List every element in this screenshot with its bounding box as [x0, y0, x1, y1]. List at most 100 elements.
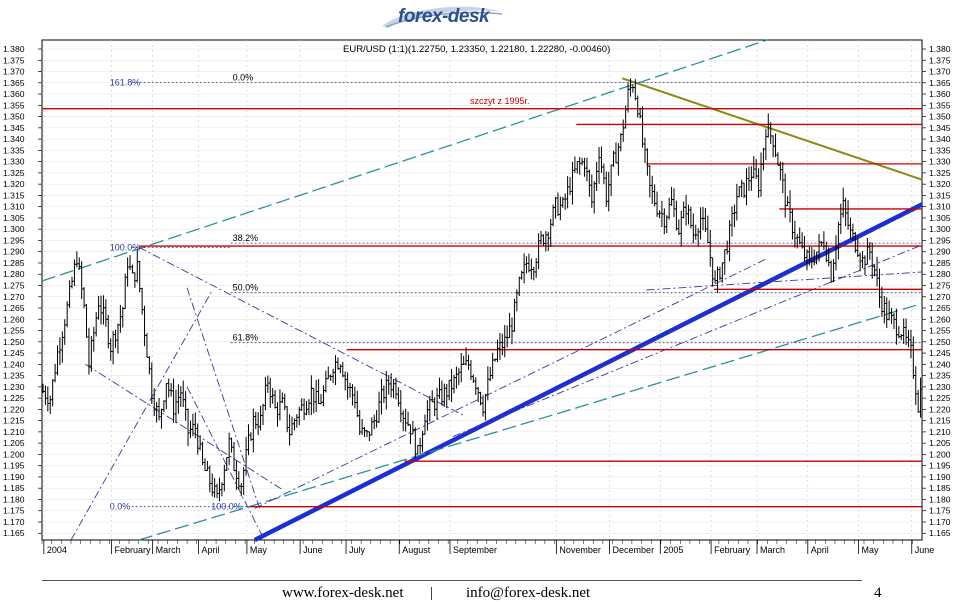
y-tick-label-right: 1.365	[929, 78, 951, 88]
y-tick-label-left: 1.240	[3, 359, 25, 369]
y-tick-label-left: 1.365	[3, 78, 25, 88]
y-tick-label-right: 1.380	[929, 44, 951, 54]
y-tick-label-right: 1.195	[929, 461, 951, 471]
y-tick-label-left: 1.370	[3, 67, 25, 77]
y-tick-label-right: 1.165	[929, 528, 951, 538]
y-tick-label-left: 1.325	[3, 168, 25, 178]
y-tick-label-left: 1.180	[3, 494, 25, 504]
y-tick-label-right: 1.320	[929, 179, 951, 189]
x-tick-label: March	[760, 545, 785, 555]
footer-website-link[interactable]: www.forex-desk.net	[282, 585, 404, 601]
y-tick-label-left: 1.210	[3, 427, 25, 437]
fan-line	[186, 287, 261, 509]
y-tick-label-left: 1.185	[3, 483, 25, 493]
y-tick-label-right: 1.295	[929, 235, 951, 245]
fan-line	[646, 271, 923, 291]
y-tick-label-right: 1.180	[929, 494, 951, 504]
y-tick-label-right: 1.215	[929, 416, 951, 426]
y-tick-label-left: 1.345	[3, 123, 25, 133]
y-tick-label-left: 1.350	[3, 112, 25, 122]
y-tick-label-left: 1.355	[3, 100, 25, 110]
y-tick-label-left: 1.340	[3, 134, 25, 144]
footer-separator: |	[430, 585, 434, 601]
y-tick-label-right: 1.270	[929, 292, 951, 302]
footer-email-link[interactable]: info@forex-desk.net	[466, 585, 591, 601]
y-tick-label-right: 1.290	[929, 247, 951, 257]
x-tick-label: April	[811, 545, 829, 555]
x-tick-label: June	[915, 545, 935, 555]
y-tick-label-right: 1.210	[929, 427, 951, 437]
x-tick-label: March	[156, 545, 181, 555]
fib-level-label: 61.8%	[233, 333, 259, 343]
y-tick-label-right: 1.255	[929, 326, 951, 336]
y-tick-label-left: 1.280	[3, 269, 25, 279]
y-tick-label-left: 1.260	[3, 314, 25, 324]
footer-rule	[42, 580, 862, 581]
y-tick-label-right: 1.275	[929, 280, 951, 290]
x-tick-label: December	[613, 545, 655, 555]
y-tick-label-left: 1.215	[3, 416, 25, 426]
plot-frame	[41, 39, 923, 541]
fib-level-label: 38.2%	[233, 233, 259, 243]
chart-title: EUR/USD (1:1)(1.22750, 1.23350, 1.22180,…	[343, 44, 610, 55]
y-tick-label-left: 1.265	[3, 303, 25, 313]
trendline-resistance-olive	[621, 77, 923, 181]
y-tick-label-left: 1.285	[3, 258, 25, 268]
y-tick-label-right: 1.260	[929, 314, 951, 324]
fan-line	[186, 386, 265, 541]
fan-line	[525, 206, 923, 406]
y-tick-label-left: 1.270	[3, 292, 25, 302]
y-tick-label-right: 1.205	[929, 438, 951, 448]
y-tick-label-right: 1.355	[929, 100, 951, 110]
y-tick-label-right: 1.330	[929, 157, 951, 167]
y-tick-label-left: 1.330	[3, 157, 25, 167]
fib-left-label: 100.0%	[211, 502, 242, 512]
fib-left-label: 161.8%	[110, 77, 141, 87]
y-tick-label-right: 1.245	[929, 348, 951, 358]
x-tick-label: July	[349, 545, 366, 555]
x-tick-label: September	[453, 545, 497, 555]
fan-line	[138, 246, 466, 417]
y-tick-label-right: 1.340	[929, 134, 951, 144]
fib-level-label: 50.0%	[233, 283, 259, 293]
y-tick-label-right: 1.325	[929, 168, 951, 178]
page-number: 4	[874, 585, 882, 601]
y-tick-label-right: 1.250	[929, 337, 951, 347]
y-tick-label-left: 1.170	[3, 517, 25, 527]
y-tick-label-right: 1.305	[929, 213, 951, 223]
y-tick-label-right: 1.230	[929, 382, 951, 392]
y-tick-label-left: 1.360	[3, 89, 25, 99]
y-tick-label-right: 1.170	[929, 517, 951, 527]
x-tick-label: April	[202, 545, 220, 555]
fan-line	[254, 258, 768, 509]
y-tick-label-left: 1.200	[3, 449, 25, 459]
y-tick-label-left: 1.245	[3, 348, 25, 358]
y-tick-label-left: 1.250	[3, 337, 25, 347]
y-tick-label-right: 1.235	[929, 371, 951, 381]
y-tick-label-right: 1.300	[929, 224, 951, 234]
y-tick-label-right: 1.285	[929, 258, 951, 268]
fib-left-label: 0.0%	[110, 502, 131, 512]
forex-desk-logo	[378, 4, 506, 30]
y-tick-label-right: 1.350	[929, 112, 951, 122]
y-tick-label-left: 1.190	[3, 472, 25, 482]
y-tick-label-left: 1.320	[3, 179, 25, 189]
y-tick-label-left: 1.255	[3, 326, 25, 336]
logo-swoosh-icon	[382, 6, 503, 28]
y-tick-label-right: 1.190	[929, 472, 951, 482]
y-tick-label-left: 1.375	[3, 55, 25, 65]
x-tick-label: 2004	[47, 545, 67, 555]
y-tick-label-left: 1.300	[3, 224, 25, 234]
fan-line	[452, 244, 923, 437]
x-tick-label: November	[559, 545, 601, 555]
y-tick-label-left: 1.315	[3, 190, 25, 200]
y-tick-label-left: 1.195	[3, 461, 25, 471]
y-tick-label-right: 1.375	[929, 55, 951, 65]
y-tick-label-left: 1.380	[3, 44, 25, 54]
y-tick-label-right: 1.265	[929, 303, 951, 313]
y-tick-label-right: 1.200	[929, 449, 951, 459]
trendline-channel-top	[41, 39, 768, 282]
logo-text: forex-desk	[398, 6, 490, 27]
y-tick-label-left: 1.205	[3, 438, 25, 448]
